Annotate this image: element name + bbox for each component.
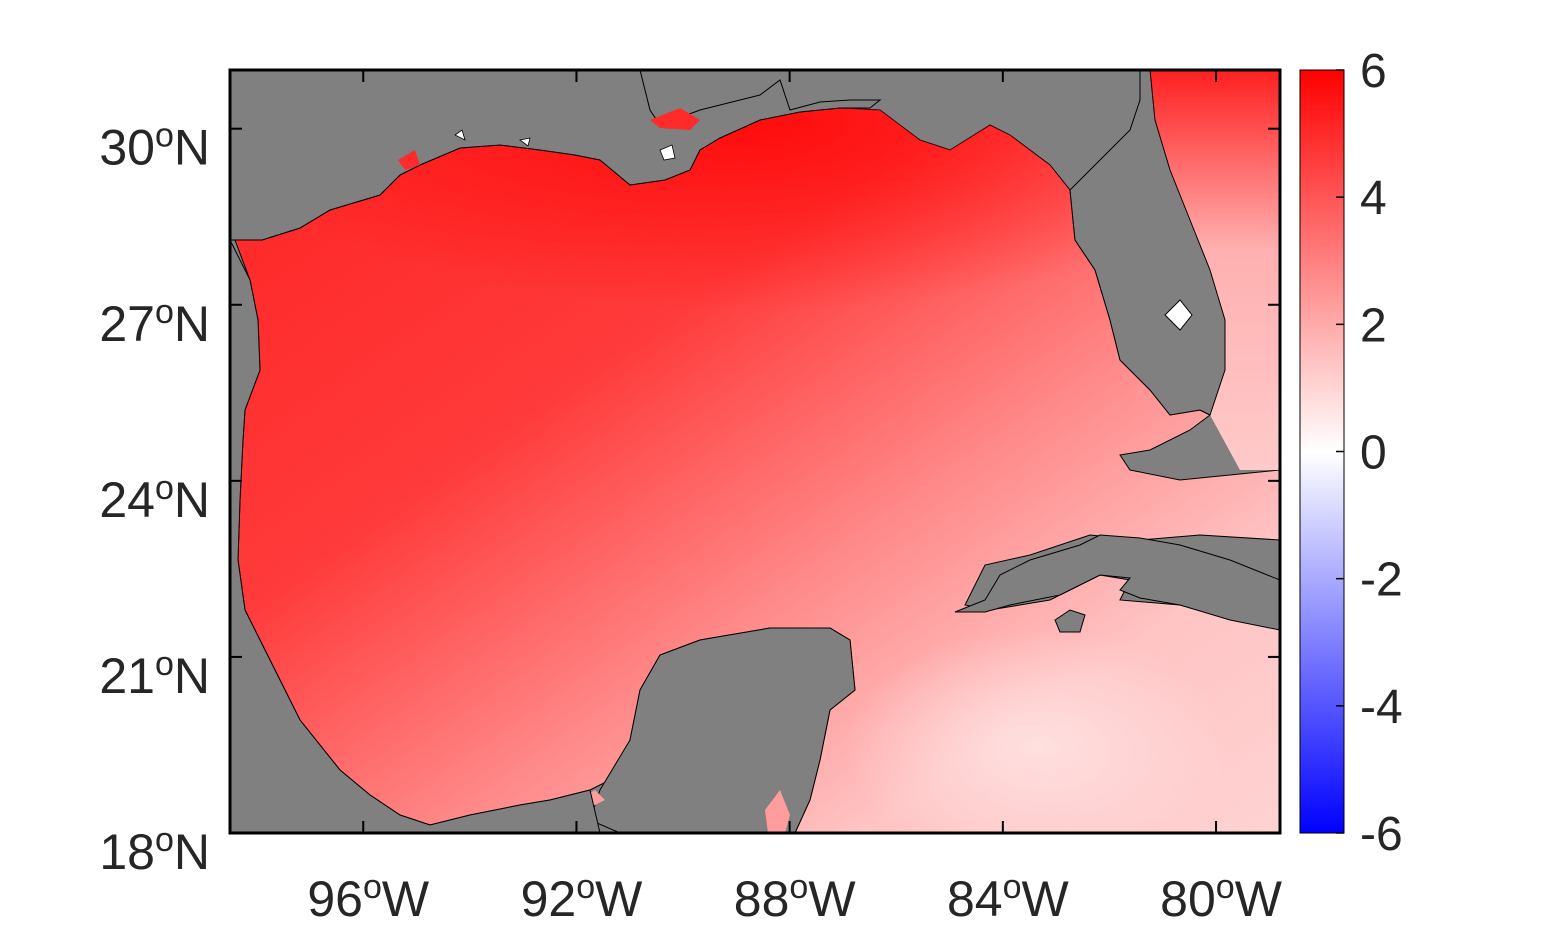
cuba-landmass [954,534,1280,631]
lon-tick-label: 80oW [1160,868,1283,927]
lat-tick-label: 18oN [99,821,210,880]
lat-tick-label-number: 27 [99,296,155,352]
lon-tick-label-number: 92 [521,871,577,927]
lon-tick-label-hemisphere: W [595,871,643,927]
colorbar-tick-label: 6 [1360,45,1387,98]
lon-tick-label: 96oW [307,868,430,927]
lat-tick-label-degree: o [155,117,174,155]
lon-tick-label: 92oW [521,868,644,927]
lon-tick-label-degree: o [1216,868,1235,906]
map-frame [228,68,1282,835]
lon-tick-label-number: 80 [1160,871,1216,927]
lat-tick-label: 27oN [99,293,210,352]
colorbar-tick-label: 2 [1360,299,1387,352]
lon-tick-label-degree: o [789,868,808,906]
colorbar-tick-label: -4 [1360,681,1403,734]
lon-tick-label-hemisphere: W [808,871,856,927]
colorbar-tick-label: 4 [1360,172,1387,225]
lat-tick-label-number: 21 [99,648,155,704]
lon-tick-label-degree: o [363,868,382,906]
lon-tick-label-number: 88 [734,871,790,927]
colorbar-tick-label: -6 [1360,808,1403,861]
lon-tick-label: 88oW [734,868,857,927]
lon-tick-label-hemisphere: W [1022,871,1070,927]
atlantic-sea-surface-field [1148,70,1280,470]
lat-tick-label-number: 18 [99,824,155,880]
lon-tick-label-degree: o [576,868,595,906]
lon-tick-label-hemisphere: W [382,871,430,927]
lon-tick-label-degree: o [1003,868,1022,906]
lat-tick-label-number: 24 [99,472,155,528]
lon-tick-label-number: 96 [307,871,363,927]
colorbar-tick-label: -2 [1360,554,1403,607]
colorbar-labels: 6 4 2 0 -2 -4 -6 [1336,45,1403,861]
lat-tick-label: 21oN [99,645,210,704]
lat-tick-label-hemisphere: N [174,472,210,528]
lat-tick-label-number: 30 [99,120,155,176]
lat-tick-label: 30oN [99,117,210,176]
lat-tick-label-hemisphere: N [174,648,210,704]
lat-tick-label-hemisphere: N [174,824,210,880]
colorbar-tick-label: 0 [1360,427,1387,480]
lat-tick-label-degree: o [155,469,174,507]
lat-tick-label-degree: o [155,293,174,331]
lat-tick-label-hemisphere: N [174,120,210,176]
florida-landmass [1069,70,1226,416]
lat-tick-label-degree: o [155,821,174,859]
map-area [230,70,1280,833]
lat-tick-label-hemisphere: N [174,296,210,352]
lat-tick-label-degree: o [155,645,174,683]
lat-tick-label: 24oN [99,469,210,528]
lon-tick-label-hemisphere: W [1235,871,1283,927]
longitude-axis: 96oW 92oW 88oW 84oW 80oW [307,70,1283,927]
lon-tick-label: 84oW [947,868,1070,927]
lon-tick-label-number: 84 [947,871,1003,927]
